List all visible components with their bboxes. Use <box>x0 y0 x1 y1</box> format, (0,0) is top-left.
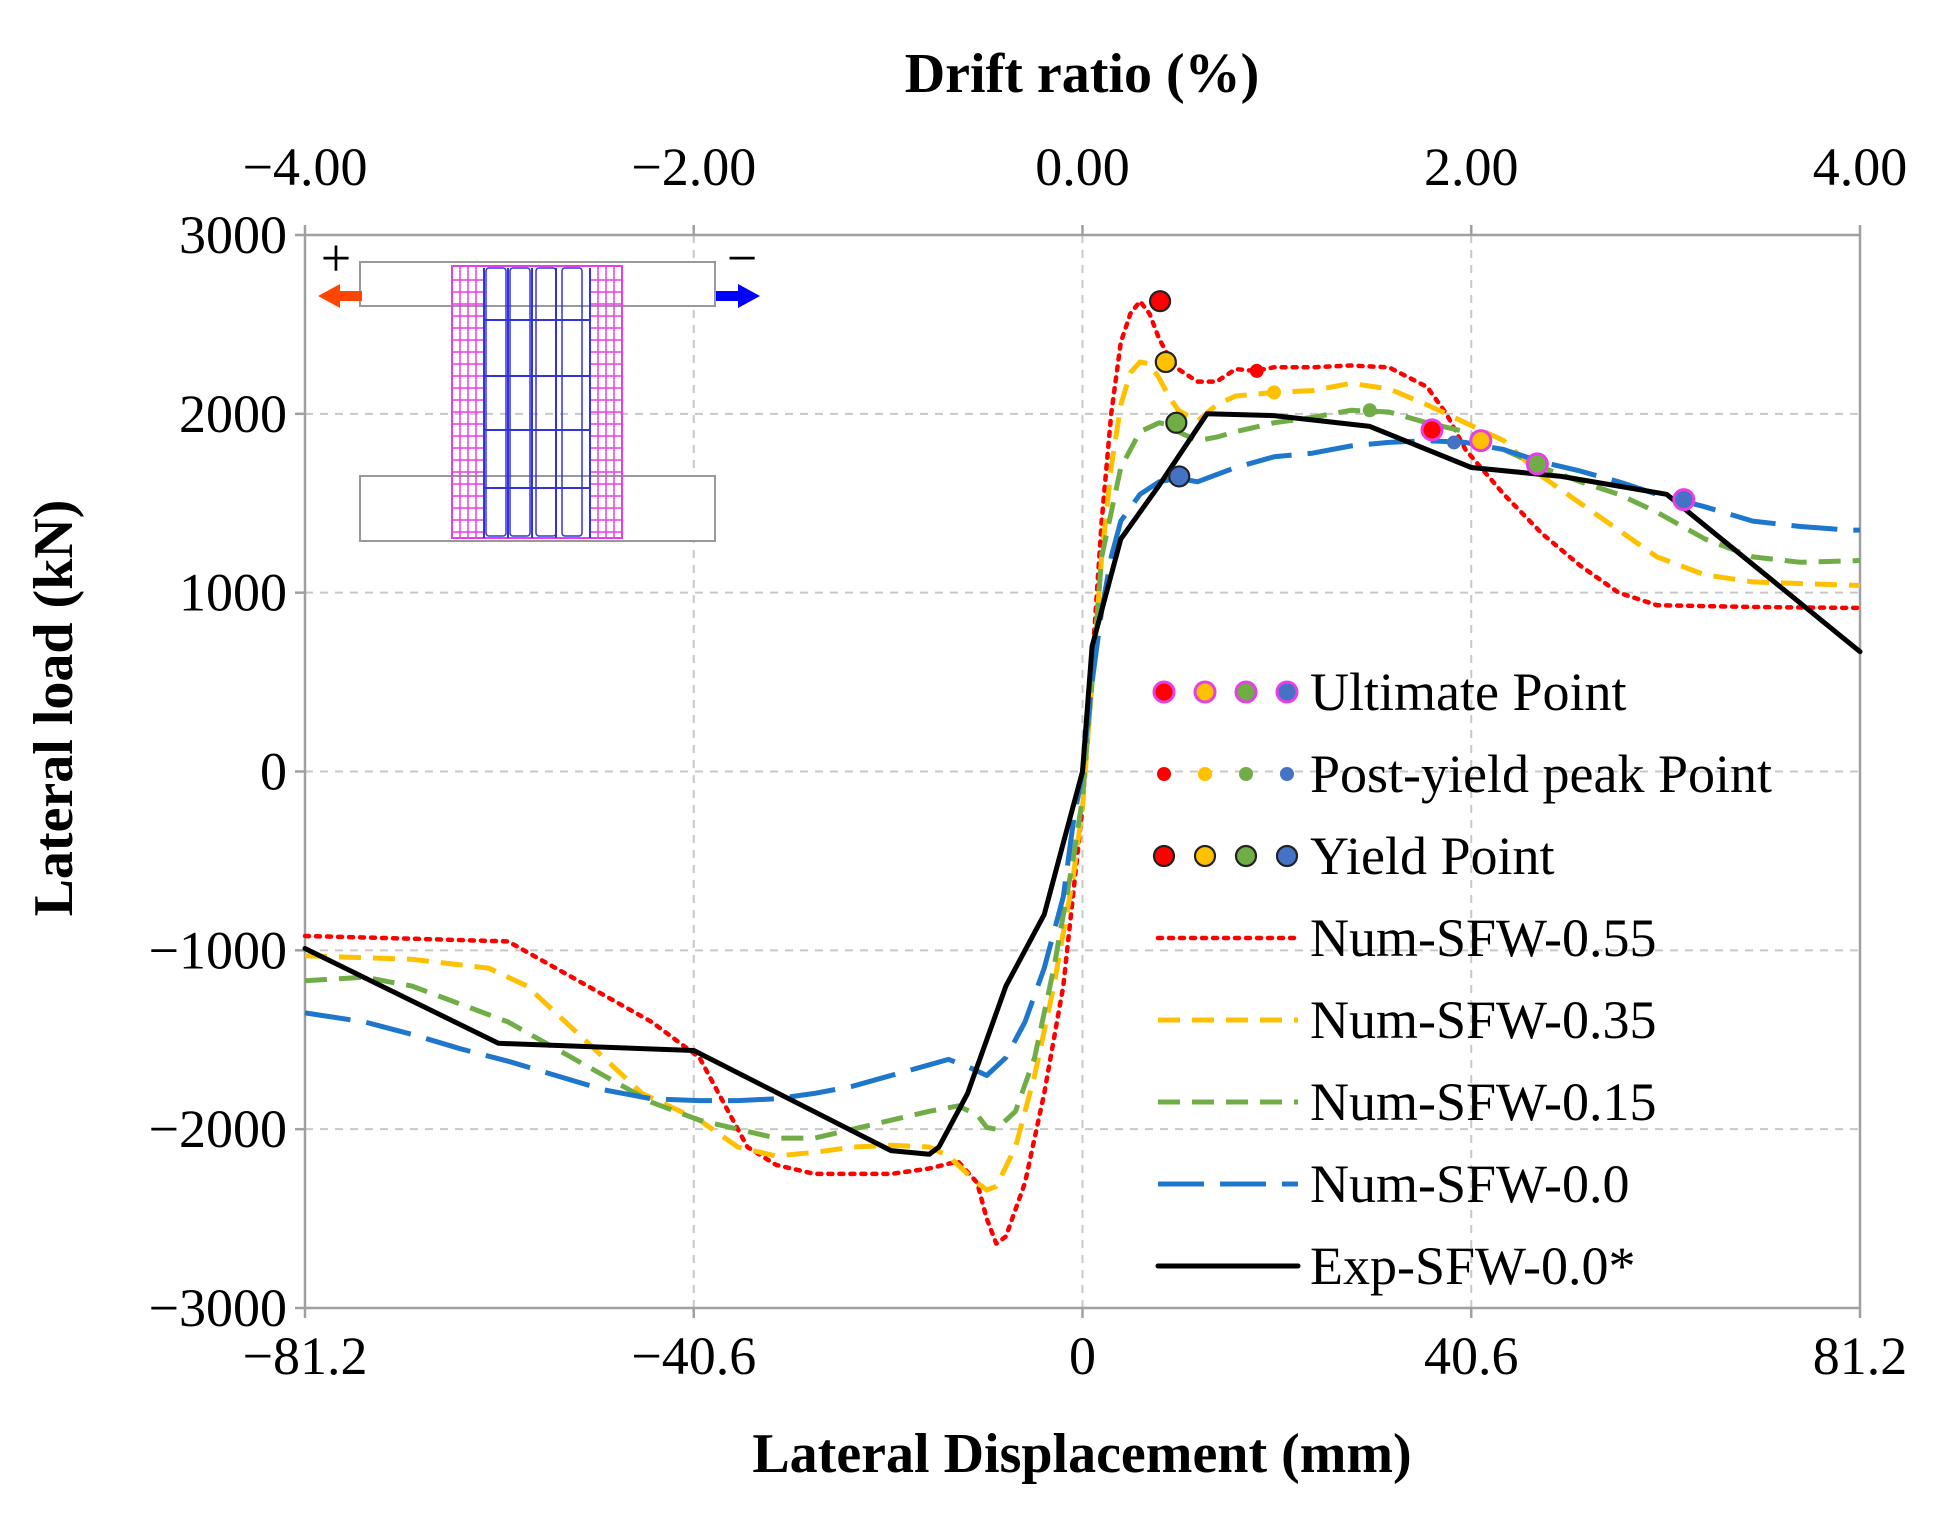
yield-point-marker <box>1148 290 1172 313</box>
ultimate-point-marker <box>1672 488 1696 512</box>
legend-entry: Exp-SFW-0.0* <box>1155 1236 1636 1296</box>
x-axis-title: Lateral Displacement (mm) <box>752 1423 1411 1485</box>
yield-point-marker <box>1168 465 1191 488</box>
inset-minus-label: − <box>727 228 757 288</box>
grid-lines <box>305 235 1860 1308</box>
web-tie <box>485 267 507 537</box>
legend-entry: Num-SFW-0.35 <box>1158 990 1657 1050</box>
x2-tick-label: 0.00 <box>1035 137 1130 197</box>
legend-marker <box>1275 680 1299 704</box>
legend-marker <box>1234 680 1258 704</box>
y-tick-label: 2000 <box>179 384 287 444</box>
x-tick-label: 40.6 <box>1424 1326 1519 1386</box>
y-axis-title: Lateral load (kN) <box>23 500 85 917</box>
legend-label: Num-SFW-0.0 <box>1310 1154 1630 1214</box>
y-tick-label: −1000 <box>149 920 287 980</box>
post-yield-peak-point-marker <box>1267 385 1282 400</box>
y-tick-label: 1000 <box>179 563 287 623</box>
legend-marker <box>1193 844 1217 868</box>
legend-entry: Num-SFW-0.15 <box>1158 1072 1657 1132</box>
legend-label: Num-SFW-0.35 <box>1310 990 1657 1050</box>
legend-marker <box>1198 767 1212 781</box>
legend-marker <box>1152 680 1176 704</box>
series-line-num-sfw-0-35 <box>304 359 1861 1193</box>
legend-entry: Num-SFW-0.0 <box>1158 1154 1630 1214</box>
post-yield-peak-point-marker <box>1249 363 1264 378</box>
axis-labels: Drift ratio (%) Lateral Displacement (mm… <box>23 43 1412 1485</box>
wall-specimen-inset: + − <box>318 228 760 542</box>
legend-label: Post-yield peak Point <box>1310 744 1772 804</box>
web-tie <box>561 267 583 537</box>
legend: Ultimate Point Post-yield peak Point Yield… <box>1152 662 1772 1296</box>
legend-marker <box>1234 844 1258 868</box>
legend-entry: Num-SFW-0.55 <box>1155 908 1657 968</box>
top-beam <box>359 261 716 307</box>
x-tick-label: 81.2 <box>1813 1326 1908 1386</box>
legend-marker <box>1275 844 1299 868</box>
legend-marker <box>1152 844 1176 868</box>
legend-marker <box>1239 767 1253 781</box>
legend-entry: Yield Point <box>1152 826 1555 886</box>
wall-outline <box>451 265 623 539</box>
ultimate-point-marker <box>1420 418 1444 442</box>
x2-tick-label: −2.00 <box>631 137 756 197</box>
x2-tick-label: −4.00 <box>243 137 368 197</box>
left-load-arrow-icon <box>318 284 362 308</box>
y-tick-label: 0 <box>260 742 287 802</box>
x-tick-label: −81.2 <box>243 1326 368 1386</box>
y-tick-label: −2000 <box>149 1099 287 1159</box>
legend-label: Ultimate Point <box>1310 662 1627 722</box>
post-yield-peak-point-marker <box>1362 403 1377 418</box>
right-load-arrow-icon <box>716 284 760 308</box>
legend-marker <box>1157 767 1171 781</box>
legend-entry: Ultimate Point <box>1152 662 1627 722</box>
x2-tick-label: 2.00 <box>1424 137 1519 197</box>
legend-entry: Post-yield peak Point <box>1157 744 1772 804</box>
web-tie <box>535 267 557 537</box>
foundation-beam <box>359 475 716 542</box>
ultimate-point-marker <box>1525 452 1549 476</box>
inset-plus-label: + <box>321 228 351 288</box>
legend-marker <box>1280 767 1294 781</box>
marker-points <box>1148 290 1696 512</box>
y-tick-label: 3000 <box>179 205 287 265</box>
x-tick-label: −40.6 <box>631 1326 756 1386</box>
legend-label: Num-SFW-0.15 <box>1310 1072 1657 1132</box>
x-tick-label: 0 <box>1069 1326 1096 1386</box>
series-line-num-sfw-0-55 <box>302 298 1863 1246</box>
yield-point-marker <box>1154 350 1177 374</box>
legend-marker <box>1193 680 1217 704</box>
legend-label: Num-SFW-0.55 <box>1310 908 1657 968</box>
legend-label: Yield Point <box>1310 826 1555 886</box>
ultimate-point-marker <box>1469 429 1493 453</box>
web-tie <box>509 267 531 537</box>
post-yield-peak-point-marker <box>1447 435 1462 450</box>
legend-label: Exp-SFW-0.0* <box>1310 1236 1636 1296</box>
y-tick-label: −3000 <box>149 1278 287 1338</box>
x2-axis-title: Drift ratio (%) <box>905 43 1260 105</box>
yield-point-marker <box>1165 411 1188 434</box>
x2-tick-label: 4.00 <box>1813 137 1908 197</box>
series-line-exp-sfw-0-0 <box>302 411 1863 1157</box>
